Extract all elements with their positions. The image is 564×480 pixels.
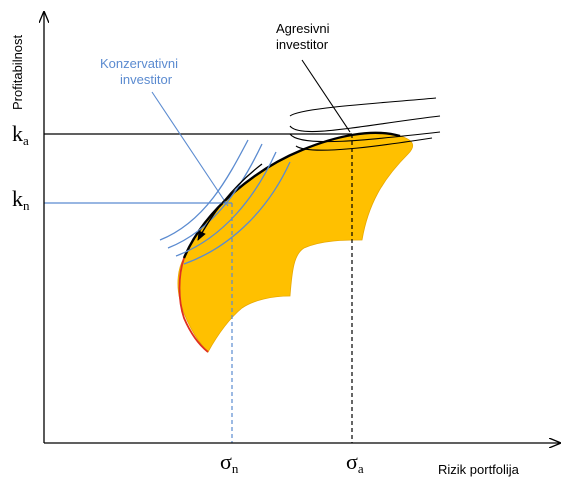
ka-label: ka (12, 121, 29, 148)
frontier-direction-arrow (197, 163, 263, 241)
feasible-portfolio-region (177, 132, 414, 353)
kn-label: kn (12, 186, 30, 213)
aggressive-indifference-curves (289, 97, 441, 151)
conservative-pointer-line (151, 91, 229, 207)
sigma-n-label: σn (220, 449, 239, 476)
efficient-frontier (182, 131, 401, 259)
aggressive-pointer-line (301, 59, 351, 133)
minimum-variance-edge (178, 257, 209, 353)
conservative-investor-label-line2: investitor (120, 72, 173, 87)
aggressive-investor-label-line2: investitor (276, 37, 329, 52)
x-axis-label: Rizik portfolija (438, 462, 520, 477)
aggressive-investor-label-line1: Agresivni (276, 21, 330, 36)
y-axis-label: Profitabilnost (10, 34, 25, 110)
sigma-a-label: σa (346, 449, 364, 476)
conservative-indifference-curves (159, 139, 291, 265)
conservative-investor-label-line1: Konzervativni (100, 56, 178, 71)
